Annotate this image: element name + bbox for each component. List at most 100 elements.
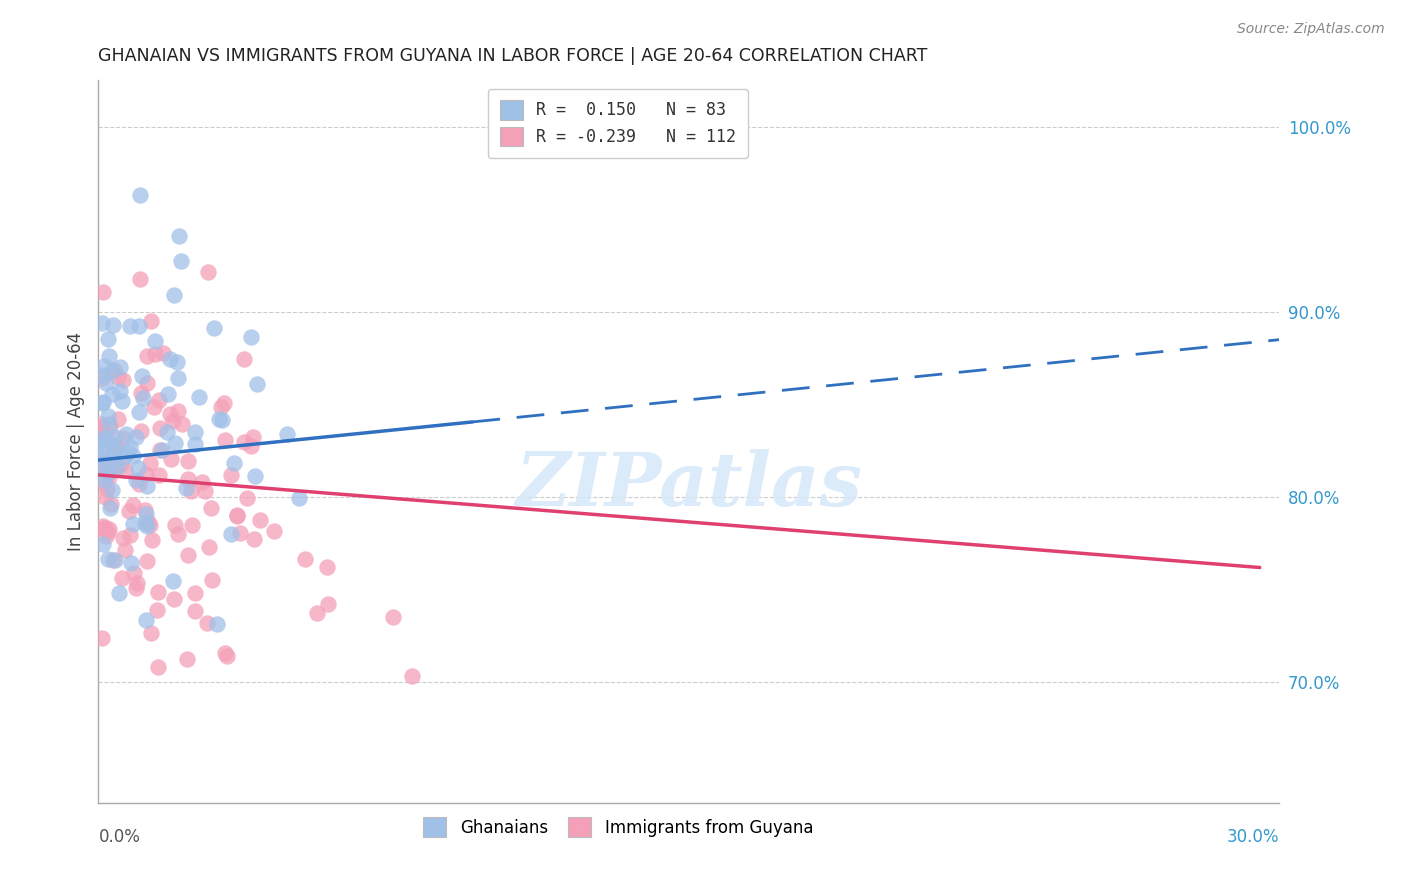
Point — [103, 438, 125, 452]
Point — [135, 613, 157, 627]
Point — [224, 456, 246, 470]
Point — [98, 522, 121, 536]
Point — [96, 529, 118, 543]
Point — [105, 459, 128, 474]
Point — [211, 413, 233, 427]
Point — [152, 346, 174, 360]
Point — [212, 396, 235, 410]
Point — [197, 265, 219, 279]
Point — [135, 554, 157, 568]
Point — [184, 425, 207, 440]
Point — [167, 526, 190, 541]
Point — [111, 571, 134, 585]
Point — [129, 386, 152, 401]
Point — [148, 393, 170, 408]
Point — [401, 669, 423, 683]
Point — [197, 540, 219, 554]
Point — [229, 525, 252, 540]
Point — [184, 436, 207, 450]
Point — [94, 376, 117, 390]
Point — [96, 467, 118, 482]
Point — [135, 519, 157, 533]
Point — [139, 517, 162, 532]
Point — [93, 430, 115, 444]
Point — [91, 631, 114, 645]
Point — [91, 454, 114, 468]
Point — [195, 616, 218, 631]
Point — [214, 433, 236, 447]
Point — [118, 504, 141, 518]
Point — [242, 430, 264, 444]
Point — [132, 391, 155, 405]
Point — [276, 426, 298, 441]
Point — [240, 438, 263, 452]
Point — [91, 444, 114, 458]
Point — [97, 552, 120, 566]
Point — [219, 467, 242, 482]
Point — [382, 610, 405, 624]
Point — [177, 548, 200, 562]
Point — [159, 351, 181, 366]
Point — [143, 334, 166, 348]
Point — [236, 491, 259, 506]
Point — [263, 524, 285, 539]
Point — [93, 476, 115, 491]
Point — [91, 396, 114, 410]
Point — [202, 321, 225, 335]
Point — [121, 449, 143, 463]
Point — [162, 287, 184, 301]
Point — [219, 526, 242, 541]
Point — [125, 430, 148, 444]
Point — [180, 517, 202, 532]
Point — [149, 442, 172, 457]
Point — [97, 409, 120, 424]
Point — [162, 414, 184, 428]
Point — [93, 359, 115, 373]
Point — [98, 349, 121, 363]
Point — [176, 472, 198, 486]
Point — [93, 473, 115, 487]
Point — [249, 513, 271, 527]
Point — [232, 352, 254, 367]
Point — [146, 602, 169, 616]
Point — [108, 384, 131, 398]
Point — [245, 468, 267, 483]
Point — [111, 531, 134, 545]
Point — [180, 483, 202, 498]
Point — [128, 476, 150, 491]
Point — [157, 387, 180, 401]
Point — [205, 616, 228, 631]
Point — [246, 377, 269, 392]
Point — [112, 450, 135, 465]
Point — [217, 649, 239, 664]
Point — [135, 349, 157, 363]
Point — [104, 553, 127, 567]
Point — [160, 451, 183, 466]
Point — [135, 467, 157, 482]
Point — [98, 417, 121, 432]
Point — [176, 652, 198, 666]
Y-axis label: In Labor Force | Age 20-64: In Labor Force | Age 20-64 — [66, 332, 84, 551]
Point — [98, 500, 121, 515]
Point — [104, 430, 127, 444]
Point — [200, 574, 222, 588]
Point — [141, 533, 163, 547]
Point — [288, 491, 311, 506]
Point — [172, 417, 194, 431]
Point — [93, 462, 115, 476]
Point — [125, 575, 148, 590]
Point — [135, 507, 157, 521]
Point — [101, 483, 124, 497]
Text: Source: ZipAtlas.com: Source: ZipAtlas.com — [1237, 22, 1385, 37]
Point — [138, 456, 160, 470]
Point — [166, 355, 188, 369]
Point — [91, 519, 114, 533]
Point — [162, 574, 184, 589]
Point — [91, 395, 114, 409]
Point — [91, 537, 114, 551]
Point — [91, 450, 114, 465]
Point — [128, 404, 150, 418]
Point — [294, 552, 316, 566]
Point — [115, 426, 138, 441]
Point — [110, 457, 132, 471]
